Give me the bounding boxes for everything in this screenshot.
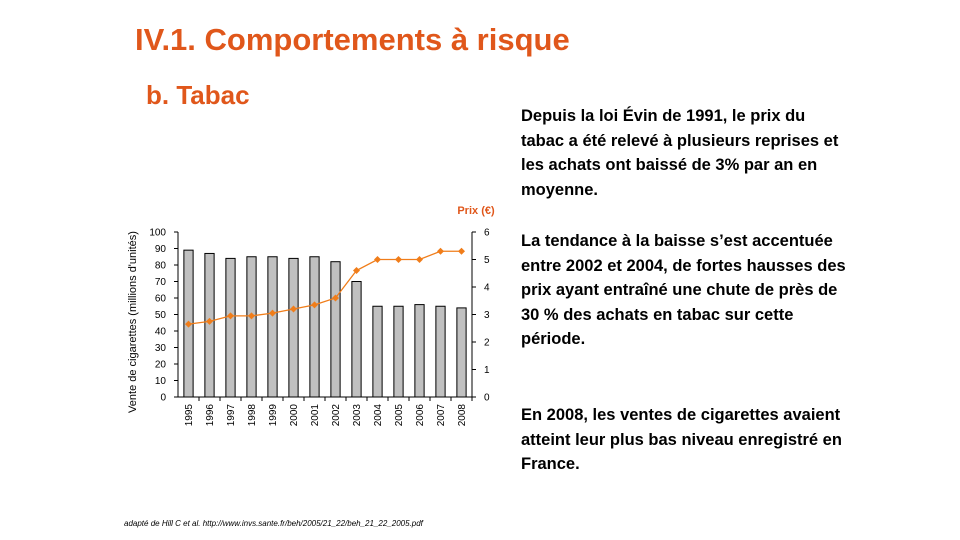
x-tick-label-2008: 2008 xyxy=(457,404,468,427)
y-tick-label-10: 10 xyxy=(155,376,167,387)
price-point-1995 xyxy=(185,320,192,328)
x-tick-label-2005: 2005 xyxy=(394,404,405,427)
paragraph-2008-low: En 2008, les ventes de cigarettes avaien… xyxy=(521,406,842,473)
x-tick-label-2002: 2002 xyxy=(331,404,342,427)
bar-2004 xyxy=(372,305,383,398)
bar-1998 xyxy=(246,256,257,398)
y2-axis-label: Prix (€) xyxy=(457,205,495,217)
y-axis-label: Vente de cigarettes (millions d'unités) xyxy=(127,231,139,413)
y-tick-label-20: 20 xyxy=(155,360,167,371)
bar-2002 xyxy=(330,261,341,398)
bar-1996 xyxy=(204,252,215,398)
price-point-1997 xyxy=(227,312,234,320)
price-point-2003 xyxy=(353,267,360,274)
y2-tick-label-0: 0 xyxy=(484,393,490,404)
y2-tick-label-4: 4 xyxy=(484,283,490,294)
price-point-2004 xyxy=(374,256,381,263)
price-point-1999 xyxy=(269,309,276,317)
x-tick-label-1995: 1995 xyxy=(184,404,195,427)
y-tick-label-80: 80 xyxy=(155,261,167,272)
x-tick-label-2003: 2003 xyxy=(352,404,363,427)
price-point-1996 xyxy=(206,317,213,325)
y2-tick-label-1: 1 xyxy=(484,365,490,376)
price-point-2008 xyxy=(458,247,465,255)
y-tick-label-30: 30 xyxy=(155,343,167,354)
bar-1997 xyxy=(225,257,236,398)
bar-2008 xyxy=(456,307,467,398)
axes-layer: 1995 1996 1997 1998 1999 2000 2001 2002 2003 2004… xyxy=(149,228,490,427)
x-tick-label-1999: 1999 xyxy=(268,404,279,427)
x-tick-label-2006: 2006 xyxy=(415,404,426,427)
price-point-2006 xyxy=(416,256,423,263)
y2-tick-label-3: 3 xyxy=(484,310,490,321)
bar-2003 xyxy=(351,281,362,398)
y-tick-label-60: 60 xyxy=(155,294,167,305)
bar-2005 xyxy=(393,305,404,398)
y-tick-label-0: 0 xyxy=(160,393,166,404)
bar-2007 xyxy=(435,305,446,398)
y-tick-label-50: 50 xyxy=(155,310,167,321)
paragraph-trend-2002-2004: La tendance à la baisse s’est accentuée … xyxy=(521,232,846,348)
y-tick-label-100: 100 xyxy=(149,228,166,239)
bar-2001 xyxy=(309,256,320,398)
y-tick-label-90: 90 xyxy=(155,244,167,255)
y2-tick-label-5: 5 xyxy=(484,255,490,266)
paragraph-evin-law: Depuis la loi Évin de 1991, le prix du t… xyxy=(521,107,839,199)
y-tick-label-40: 40 xyxy=(155,327,167,338)
x-tick-label-2000: 2000 xyxy=(289,404,300,427)
price-point-2001 xyxy=(311,301,318,309)
source-citation: adapté de Hill C et al. http://www.invs.… xyxy=(124,519,423,528)
bar-2006 xyxy=(414,304,425,398)
price-line-layer xyxy=(185,247,465,328)
x-tick-label-2004: 2004 xyxy=(373,404,384,427)
x-tick-label-1996: 1996 xyxy=(205,404,216,427)
price-point-2002 xyxy=(332,294,339,302)
bar-1999 xyxy=(267,256,278,398)
y2-tick-label-6: 6 xyxy=(484,228,490,239)
slide-title: IV.1. Comportements à risque xyxy=(135,22,570,57)
y2-tick-label-2: 2 xyxy=(484,338,490,349)
x-tick-label-1997: 1997 xyxy=(226,404,237,427)
y-tick-label-70: 70 xyxy=(155,277,167,288)
slide-subtitle: b. Tabac xyxy=(146,80,250,110)
price-point-1998 xyxy=(248,312,255,320)
price-point-2007 xyxy=(437,247,444,255)
x-tick-label-2007: 2007 xyxy=(436,404,447,427)
price-point-2000 xyxy=(290,305,297,313)
price-point-2005 xyxy=(395,256,402,263)
bar-2000 xyxy=(288,257,299,398)
x-tick-label-1998: 1998 xyxy=(247,404,258,427)
x-tick-label-2001: 2001 xyxy=(310,404,321,427)
bars-layer xyxy=(183,249,467,398)
